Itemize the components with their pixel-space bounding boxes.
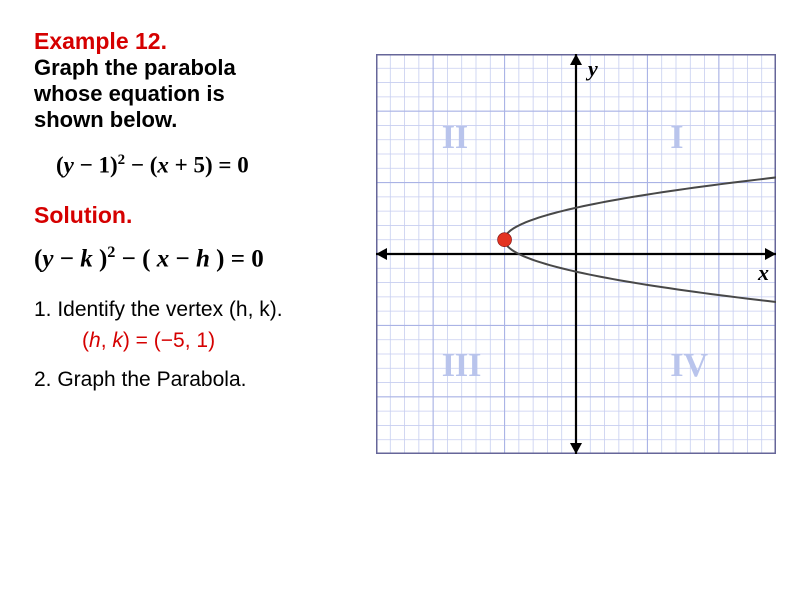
step-1-label: 1. Identify the vertex (h, k). bbox=[34, 298, 283, 322]
step-2-label: 2. Graph the Parabola. bbox=[34, 368, 246, 392]
example-label: Example 12. bbox=[34, 28, 167, 55]
y-axis-label: y bbox=[588, 56, 598, 82]
prompt-line-1: Graph the parabola bbox=[34, 55, 236, 81]
prompt-line-3: shown below. bbox=[34, 107, 177, 133]
step-1-answer: (h, k) = (−5, 1) bbox=[82, 329, 215, 353]
given-equation: (y − 1)2 − (x + 5) = 0 bbox=[56, 152, 249, 179]
parabola-chart: y x I II III IV bbox=[376, 54, 776, 454]
chart-svg bbox=[376, 54, 776, 454]
example-number: Example 12. bbox=[34, 28, 167, 54]
x-axis-label: x bbox=[758, 260, 769, 286]
prompt-line-2: whose equation is bbox=[34, 81, 225, 107]
solution-label: Solution. bbox=[34, 202, 132, 229]
general-form-equation: (y − k )2 − ( x − h ) = 0 bbox=[34, 243, 264, 273]
